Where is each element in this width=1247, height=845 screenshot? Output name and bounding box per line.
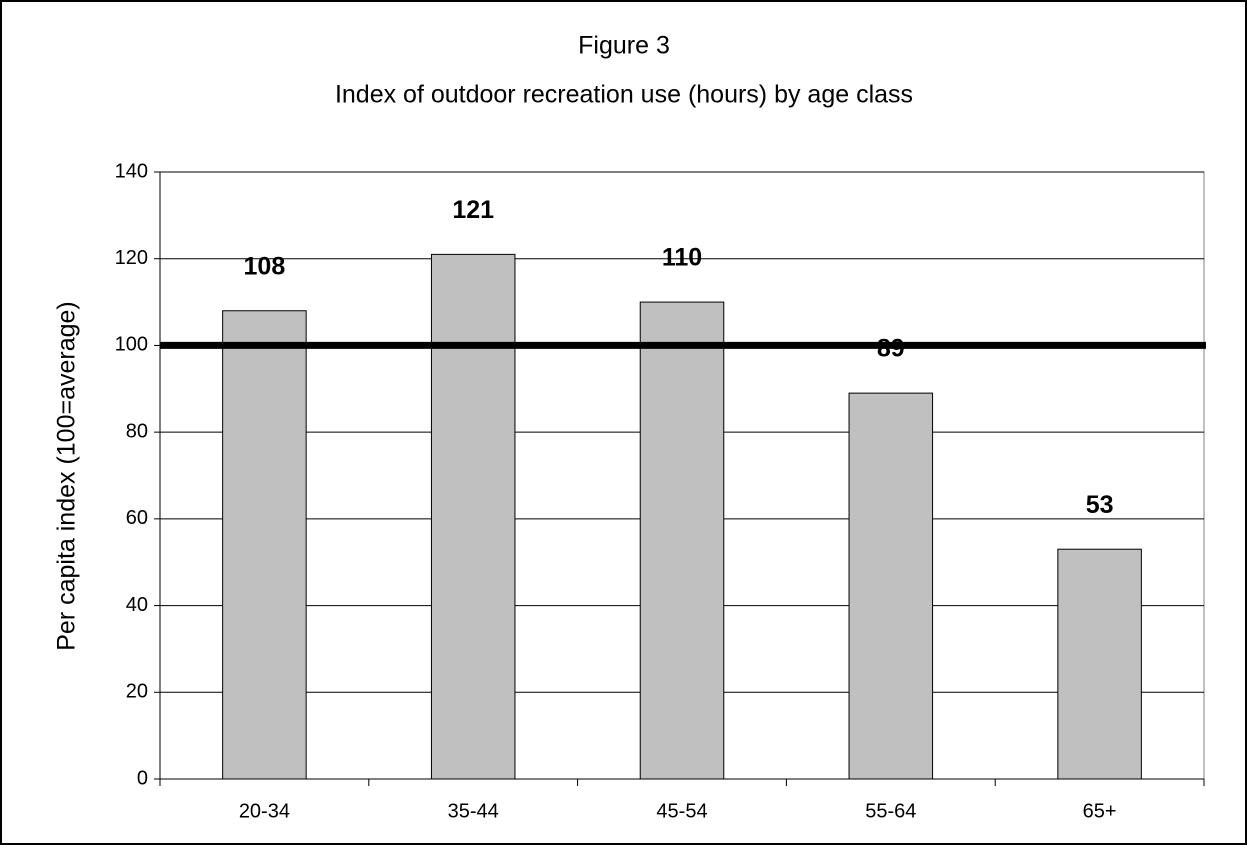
chart-subtitle: Index of outdoor recreation use (hours) … bbox=[335, 81, 913, 109]
value-label: 53 bbox=[1086, 491, 1114, 519]
value-label: 121 bbox=[452, 196, 494, 224]
y-tick-label: 0 bbox=[137, 767, 148, 789]
y-tick-label: 60 bbox=[126, 507, 148, 529]
y-tick-label: 140 bbox=[115, 160, 148, 182]
bar bbox=[639, 301, 725, 780]
bar bbox=[430, 253, 516, 780]
x-tick-label: 65+ bbox=[1083, 800, 1117, 822]
value-label: 108 bbox=[244, 252, 286, 280]
y-tick-label: 120 bbox=[115, 247, 148, 269]
y-axis-label: Per capita index (100=average) bbox=[53, 301, 81, 651]
y-tick-label: 40 bbox=[126, 594, 148, 616]
bar bbox=[1057, 548, 1142, 780]
value-label: 110 bbox=[662, 244, 702, 272]
x-tick-label: 45-54 bbox=[656, 800, 707, 822]
y-tick-label: 100 bbox=[115, 334, 148, 356]
x-tick-label: 35-44 bbox=[448, 800, 499, 822]
x-tick-label: 20-34 bbox=[239, 800, 290, 822]
bar bbox=[222, 310, 307, 780]
y-tick-label: 80 bbox=[126, 420, 148, 442]
chart-title: Figure 3 bbox=[578, 32, 670, 60]
y-tick-label: 20 bbox=[126, 681, 148, 703]
bar bbox=[848, 392, 934, 780]
x-tick-label: 55-64 bbox=[865, 800, 916, 822]
